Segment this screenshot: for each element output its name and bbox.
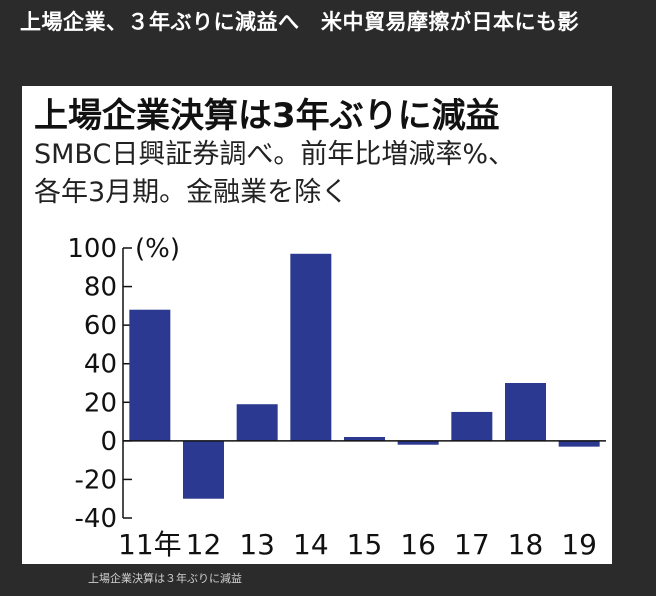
- bar: [558, 440, 600, 447]
- y-tick-label: 60: [84, 311, 117, 341]
- x-tick-label: 14: [293, 528, 329, 561]
- y-tick-label: -20: [75, 465, 117, 495]
- bar: [505, 383, 546, 441]
- bar: [344, 437, 385, 441]
- y-tick-label: 100: [67, 234, 117, 264]
- y-tick-label: 0: [100, 427, 117, 457]
- x-tick-label: 19: [561, 528, 597, 561]
- bar: [183, 440, 224, 499]
- chart-title: 上場企業決算は3年ぶりに減益: [34, 96, 500, 136]
- x-tick-label: 17: [454, 528, 490, 561]
- chart-subtitle-line2: 各年3月期。金融業を除く: [34, 177, 349, 208]
- bar: [129, 309, 171, 441]
- chart-card: 上場企業決算は3年ぶりに減益 SMBC日興証券調べ。前年比増減率%、 各年3月期…: [22, 86, 612, 564]
- bar: [397, 440, 439, 445]
- chart-subtitle-line1: SMBC日興証券調べ。前年比増減率%、: [34, 139, 515, 170]
- bar: [451, 411, 493, 441]
- bar-chart: -40 -20 0 20 40 60 80 100 (%) 11年 12 13 14 15 16 17 18 19: [67, 234, 606, 561]
- x-tick-label: 12: [186, 528, 222, 561]
- y-tick-label: 20: [84, 388, 117, 418]
- x-tick-label: 16: [400, 528, 436, 561]
- y-tick-label: 80: [84, 273, 117, 303]
- y-axis-unit-label: (%): [135, 234, 180, 264]
- image-caption: 上場企業決算は３年ぶりに減益: [88, 572, 242, 585]
- article-headline: 上場企業、３年ぶりに減益へ 米中貿易摩擦が日本にも影: [20, 10, 579, 34]
- bar: [290, 253, 332, 441]
- x-tick-label: 15: [347, 528, 383, 561]
- bar: [236, 404, 278, 441]
- y-tick-label: 40: [84, 350, 117, 380]
- x-tick-label: 11年: [118, 528, 182, 561]
- x-tick-label: 13: [239, 528, 275, 561]
- x-tick-label: 18: [508, 528, 544, 561]
- y-tick-label: -40: [75, 504, 117, 534]
